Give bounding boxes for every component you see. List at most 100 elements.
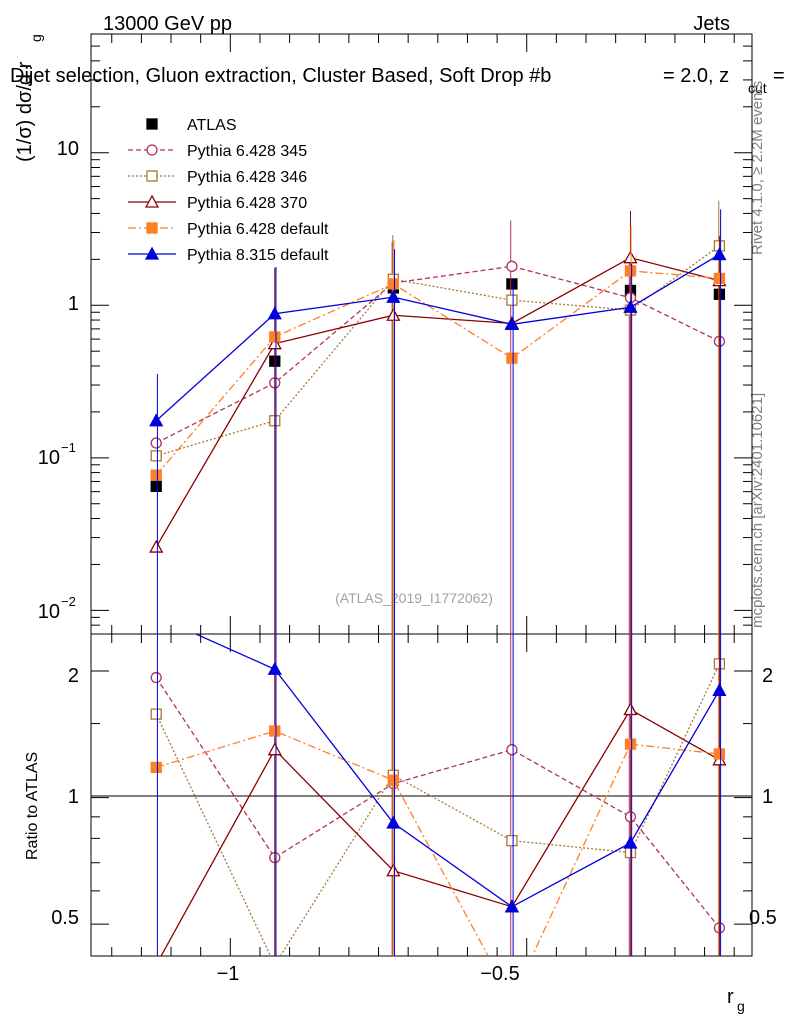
ratio-series-group (150, 610, 727, 1005)
ratio-data-point (386, 863, 401, 877)
ratio-data-point (387, 774, 399, 786)
xtick-minus0p5: −0.5 (480, 963, 519, 985)
mcplots-label: mcplots.cern.ch [arXiv:2401.10621] (749, 393, 766, 628)
ratio-series-line (160, 708, 720, 956)
title-cut: cut (748, 80, 767, 96)
xlabel-sub: g (737, 998, 745, 1014)
main-series-line (156, 245, 720, 457)
ratio-data-point (150, 708, 162, 720)
ratio-frame (90, 633, 753, 957)
ratio-data-point (623, 835, 638, 849)
ratio-ytick-2-left: 2 (68, 665, 79, 687)
main-data-point (624, 265, 637, 277)
main-ytick-0p01-exp: −2 (61, 594, 76, 609)
x-tick-labels: −1 −0.5 (217, 963, 520, 985)
legend-entry: Pythia 6.428 346 (128, 169, 307, 186)
ratio-data-point (712, 682, 727, 696)
ylabel-main-text: (1/σ) dσ/d r (14, 61, 36, 162)
ratio-data-point (150, 761, 162, 774)
ratio-ytick-0p5-right: 0.5 (749, 907, 777, 929)
ratio-ytick-1-left: 1 (68, 786, 79, 808)
legend-marker (144, 194, 160, 208)
jets-label: Jets (693, 13, 730, 35)
ratio-data-point (507, 995, 517, 1005)
main-data-point (506, 294, 518, 306)
ratio-ytick-1-right: 1 (762, 786, 773, 808)
ratio-data-point (267, 661, 282, 675)
ratio-series-line (155, 677, 720, 929)
main-data-point (506, 278, 518, 290)
legend-entry: Pythia 8.315 default (128, 246, 329, 264)
main-series-group (149, 200, 727, 634)
main-data-point (150, 480, 162, 493)
ylabel-main: (1/σ) dσ/d r (14, 61, 36, 162)
ratio-data-point (150, 610, 162, 621)
ratio-data-point (506, 744, 518, 756)
ratio-data-point (713, 748, 726, 760)
analysis-watermark: (ATLAS_2019_I1772062) (335, 590, 493, 606)
legend-label: Pythia 6.428 345 (187, 143, 307, 160)
ratio-data-point (504, 899, 520, 913)
main-data-point (712, 247, 727, 261)
main-series-line (155, 265, 720, 444)
main-data-point (623, 250, 638, 264)
ratio-series-line (156, 730, 720, 956)
ratio-data-point (150, 959, 162, 970)
xlabel: r (727, 986, 734, 1008)
ratio-data-point (506, 834, 518, 847)
legend-marker (146, 170, 158, 182)
legend-marker (146, 144, 158, 156)
title-main: Dijet selection, Gluon extraction, Clust… (10, 65, 551, 87)
main-data-point (150, 469, 162, 481)
ratio-ytick-2-right: 2 (762, 665, 773, 687)
ratio-data-point (270, 960, 280, 970)
legend-entry: Pythia 6.428 default (128, 221, 329, 238)
main-data-point (149, 413, 164, 427)
legend-label: ATLAS (187, 117, 237, 134)
main-data-point (387, 278, 399, 290)
main-data-point (150, 437, 162, 449)
legend-entry: Pythia 6.428 345 (128, 143, 307, 160)
main-ytick-10: 10 (57, 138, 79, 160)
main-data-point (150, 450, 162, 462)
legend-marker (146, 222, 158, 234)
main-series-line (155, 270, 720, 476)
plot-title: Dijet selection, Gluon extraction, Clust… (10, 65, 551, 87)
legend-label: Pythia 6.428 370 (187, 195, 307, 212)
main-data-point (149, 539, 164, 553)
ratio-data-point (624, 738, 637, 750)
main-ytick-0p01: 10 (38, 601, 60, 623)
xtick-minus1: −1 (217, 963, 240, 985)
legend-marker (146, 118, 158, 130)
legend: ATLAS Pythia 6.428 345 Pythia 6.428 346 Pyt… (128, 117, 329, 264)
main-data-point (386, 289, 401, 303)
ratio-y-tick-labels: 2 1 0.5 2 1 0.5 (51, 665, 777, 929)
ratio-data-point (150, 671, 162, 684)
ratio-data-point (623, 702, 638, 716)
main-data-point (269, 331, 281, 343)
ratio-data-point (267, 742, 282, 756)
main-series-line (155, 257, 720, 548)
ratio-data-point (386, 815, 401, 829)
ratio-series-line (194, 634, 720, 908)
main-ytick-1: 1 (68, 293, 79, 315)
legend-label: Pythia 8.315 default (187, 247, 329, 264)
main-data-point (267, 336, 282, 350)
main-data-point (506, 260, 518, 272)
main-data-point (386, 307, 401, 321)
main-series-line (155, 253, 720, 422)
main-data-point (506, 352, 518, 364)
main-data-point (504, 316, 520, 330)
title-end: = (773, 65, 785, 87)
energy-label: 13000 GeV pp (103, 13, 232, 35)
main-data-point (623, 299, 638, 313)
ylabel-main-sub: g (28, 34, 44, 42)
main-data-point (267, 306, 282, 320)
legend-entry: Pythia 6.428 370 (128, 194, 307, 212)
axis-ticks (91, 33, 752, 956)
ylabel-ratio: Ratio to ATLAS (24, 752, 41, 860)
main-ytick-0p1-exp: −1 (61, 440, 76, 455)
legend-entry: ATLAS (146, 117, 237, 134)
legend-label: Pythia 6.428 346 (187, 169, 307, 186)
